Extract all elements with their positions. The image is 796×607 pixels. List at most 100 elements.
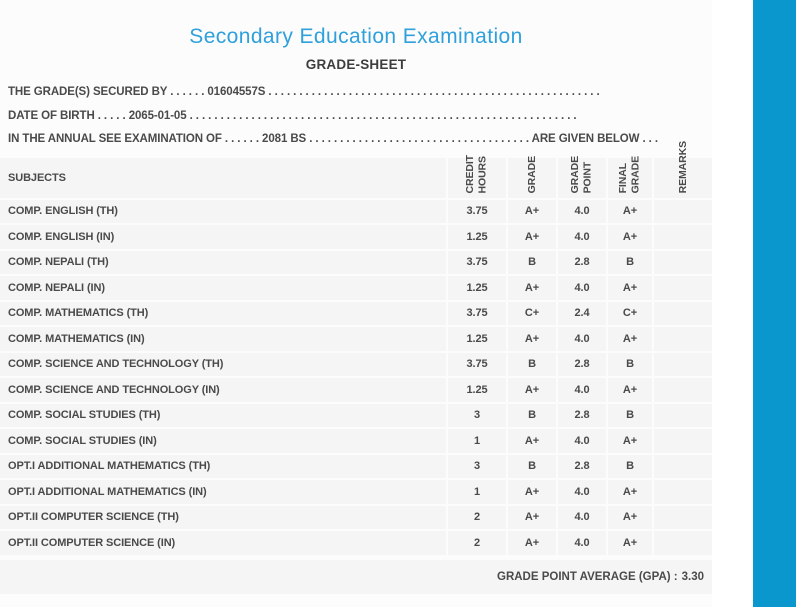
remarks-cell <box>654 531 712 555</box>
grade-point-cell: 4.0 <box>558 531 606 555</box>
grade-point-cell: 4.0 <box>558 327 606 351</box>
grade-cell: A+ <box>508 505 556 529</box>
final-grade-cell: A+ <box>608 327 652 351</box>
subject-cell: OPT.II COMPUTER SCIENCE (TH) <box>0 505 446 529</box>
info-line: DATE OF BIRTH . . . . . 2065-01-05 . . .… <box>8 109 577 122</box>
grade-cell: A+ <box>508 531 556 555</box>
grade-cell: B <box>508 454 556 478</box>
subject-cell: OPT.I ADDITIONAL MATHEMATICS (IN) <box>0 480 446 504</box>
grade-cell: B <box>508 352 556 376</box>
final-grade-cell: A+ <box>608 378 652 402</box>
page-title: Secondary Education Examination <box>189 25 523 48</box>
remarks-cell <box>654 480 712 504</box>
grade-sheet-content: Secondary Education Examination GRADE-SH… <box>0 25 712 594</box>
grade-cell: A+ <box>508 199 556 223</box>
subject-cell: COMP. SOCIAL STUDIES (TH) <box>0 403 446 427</box>
subject-cell: OPT.I ADDITIONAL MATHEMATICS (TH) <box>0 454 446 478</box>
column-header-label: GRADE POINT <box>569 156 594 194</box>
credit-hours-cell: 2 <box>448 505 506 529</box>
credit-hours-cell: 1 <box>448 429 506 453</box>
grade-point-cell: 4.0 <box>558 429 606 453</box>
grade-point-cell: 4.0 <box>558 276 606 300</box>
final-grade-cell: A+ <box>608 225 652 249</box>
credit-hours-cell: 1.25 <box>448 378 506 402</box>
subjects-column-header: SUBJECTS <box>0 157 446 198</box>
credit-hours-cell: 3 <box>448 454 506 478</box>
info-line: THE GRADE(S) SECURED BY . . . . . . 0160… <box>8 86 600 98</box>
grade-cell: B <box>508 403 556 427</box>
subject-cell: COMP. MATHEMATICS (TH) <box>0 301 446 325</box>
column-header-final-grade: FINAL GRADE <box>608 156 652 198</box>
grade-point-cell: 4.0 <box>558 199 606 223</box>
grade-point-cell: 2.8 <box>558 403 606 427</box>
final-grade-cell: A+ <box>608 276 652 300</box>
remarks-cell <box>654 403 712 427</box>
credit-hours-cell: 1.25 <box>448 276 506 300</box>
remarks-cell <box>654 225 712 249</box>
credit-hours-cell: 3.75 <box>448 250 506 274</box>
gpa-label: GRADE POINT AVERAGE (GPA) : <box>497 570 678 583</box>
gpa-value: 3.30 <box>681 570 704 583</box>
remarks-cell <box>654 250 712 274</box>
credit-hours-cell: 2 <box>448 531 506 555</box>
grade-point-cell: 4.0 <box>558 225 606 249</box>
remarks-cell <box>654 352 712 376</box>
final-grade-cell: C+ <box>608 301 652 325</box>
credit-hours-cell: 3 <box>448 403 506 427</box>
final-grade-cell: A+ <box>608 531 652 555</box>
column-header-label: GRADE <box>525 156 538 194</box>
grade-cell: A+ <box>508 327 556 351</box>
grade-cell: A+ <box>508 276 556 300</box>
remarks-cell <box>654 378 712 402</box>
final-grade-cell: B <box>608 250 652 274</box>
remarks-cell <box>654 301 712 325</box>
info-lines: THE GRADE(S) SECURED BY . . . . . . 0160… <box>0 81 712 152</box>
credit-hours-cell: 3.75 <box>448 352 506 376</box>
column-header-remarks: REMARKS <box>654 141 712 198</box>
subject-cell: COMP. SOCIAL STUDIES (IN) <box>0 429 446 453</box>
grade-sheet-heading: GRADE-SHEET <box>305 57 407 72</box>
final-grade-cell: B <box>608 352 652 376</box>
grade-point-cell: 4.0 <box>558 505 606 529</box>
remarks-cell <box>654 454 712 478</box>
credit-hours-cell: 3.75 <box>448 301 506 325</box>
column-header-grade-point: GRADE POINT <box>558 156 606 198</box>
column-header-label: REMARKS <box>676 141 689 194</box>
subject-cell: COMP. NEPALI (IN) <box>0 276 446 300</box>
remarks-cell <box>654 505 712 529</box>
grade-table: SUBJECTS CREDIT HOURS GRADE GRADE POINT FINAL G… <box>0 141 712 555</box>
grade-cell: B <box>508 250 556 274</box>
subject-cell: COMP. SCIENCE AND TECHNOLOGY (TH) <box>0 352 446 376</box>
column-header-credit-hours: CREDIT HOURS <box>448 155 506 198</box>
right-accent-bar <box>753 0 796 607</box>
credit-hours-cell: 3.75 <box>448 199 506 223</box>
gpa-row: GRADE POINT AVERAGE (GPA) : 3.30 <box>0 559 712 594</box>
final-grade-cell: A+ <box>608 429 652 453</box>
info-line: IN THE ANNUAL SEE EXAMINATION OF . . . .… <box>8 133 658 145</box>
grade-point-cell: 2.8 <box>558 454 606 478</box>
final-grade-cell: A+ <box>608 505 652 529</box>
subject-cell: OPT.II COMPUTER SCIENCE (IN) <box>0 531 446 555</box>
column-header-grade: GRADE <box>508 156 556 198</box>
subject-cell: COMP. NEPALI (TH) <box>0 250 446 274</box>
grade-cell: C+ <box>508 301 556 325</box>
final-grade-cell: B <box>608 454 652 478</box>
final-grade-cell: B <box>608 403 652 427</box>
subject-cell: COMP. ENGLISH (TH) <box>0 199 446 223</box>
column-header-label: FINAL GRADE <box>617 156 642 194</box>
credit-hours-cell: 1.25 <box>448 225 506 249</box>
remarks-cell <box>654 327 712 351</box>
subject-cell: COMP. SCIENCE AND TECHNOLOGY (IN) <box>0 378 446 402</box>
grade-cell: A+ <box>508 225 556 249</box>
grade-cell: A+ <box>508 429 556 453</box>
grade-point-cell: 4.0 <box>558 378 606 402</box>
grade-point-cell: 2.8 <box>558 250 606 274</box>
grade-cell: A+ <box>508 378 556 402</box>
final-grade-cell: A+ <box>608 480 652 504</box>
column-header-label: CREDIT HOURS <box>464 155 489 194</box>
subject-cell: COMP. ENGLISH (IN) <box>0 225 446 249</box>
remarks-cell <box>654 276 712 300</box>
grade-point-cell: 2.4 <box>558 301 606 325</box>
credit-hours-cell: 1.25 <box>448 327 506 351</box>
